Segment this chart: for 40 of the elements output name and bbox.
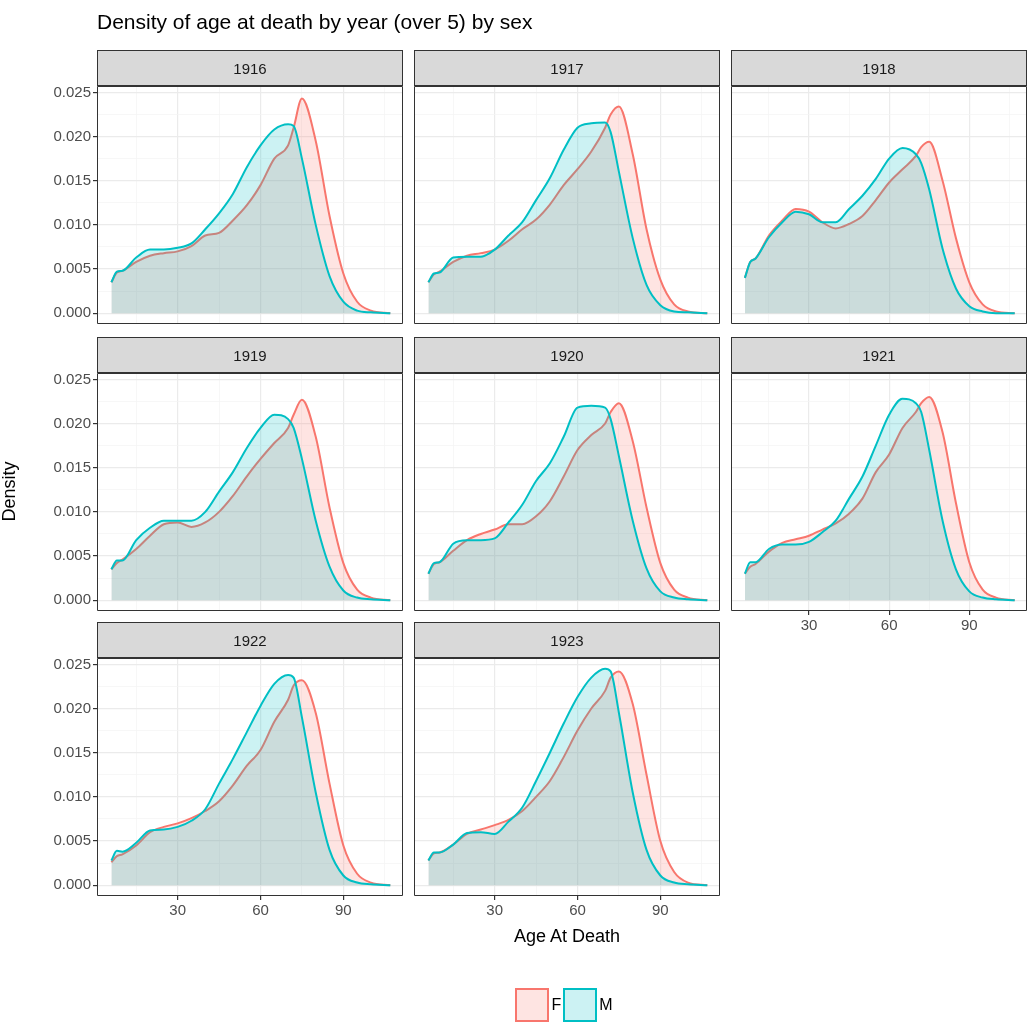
y-tick-label: 0.000 — [53, 303, 91, 321]
y-tick-label: 0.010 — [53, 215, 91, 233]
chart-subtitle: 1917 — [414, 50, 720, 86]
y-tick-label: 0.005 — [53, 546, 91, 564]
chart-subtitle: 1922 — [97, 622, 403, 658]
y-tick-label: 0.025 — [53, 369, 91, 387]
x-tick-label: 90 — [960, 616, 978, 634]
y-tick-label: 0.020 — [53, 126, 91, 144]
y-tick-label: 0.025 — [53, 654, 91, 672]
y-axis-title: Density — [0, 460, 20, 524]
y-tick-label: 0.025 — [53, 82, 91, 100]
y-tick-label: 0.010 — [53, 787, 91, 805]
x-tick-label: 90 — [652, 901, 669, 919]
x-tick-label: 30 — [800, 616, 818, 634]
y-tick-label: 0.015 — [53, 170, 91, 188]
chart-subtitle: 1921 — [731, 337, 1027, 373]
x-tick-label: 90 — [335, 901, 352, 919]
y-tick-label: 0.010 — [53, 502, 91, 520]
legend-label: M — [599, 996, 613, 1014]
chart-subtitle: 1923 — [414, 622, 720, 658]
chart-title: Density of age at death by year (over 5) by sex — [97, 10, 533, 34]
y-tick-label: 0.005 — [53, 259, 91, 277]
x-tick-label: 30 — [486, 901, 503, 919]
y-tick-label: 0.020 — [53, 413, 91, 431]
y-tick-label: 0.020 — [53, 698, 91, 716]
y-tick-label: 0.000 — [53, 875, 91, 893]
y-tick-label: 0.015 — [53, 457, 91, 475]
y-tick-label: 0.015 — [53, 742, 91, 760]
y-tick-label: 0.000 — [53, 590, 91, 608]
legend-label: F — [551, 996, 562, 1014]
chart-subtitle: 1916 — [97, 50, 403, 86]
y-tick-label: 0.005 — [53, 831, 91, 849]
chart-subtitle: 1919 — [97, 337, 403, 373]
x-tick-label: 30 — [169, 901, 186, 919]
x-axis-title: Age At Death — [512, 926, 622, 947]
chart-subtitle: 1918 — [731, 50, 1027, 86]
x-tick-label: 60 — [252, 901, 269, 919]
x-tick-label: 60 — [880, 616, 898, 634]
chart-subtitle: 1920 — [414, 337, 720, 373]
x-tick-label: 60 — [569, 901, 586, 919]
